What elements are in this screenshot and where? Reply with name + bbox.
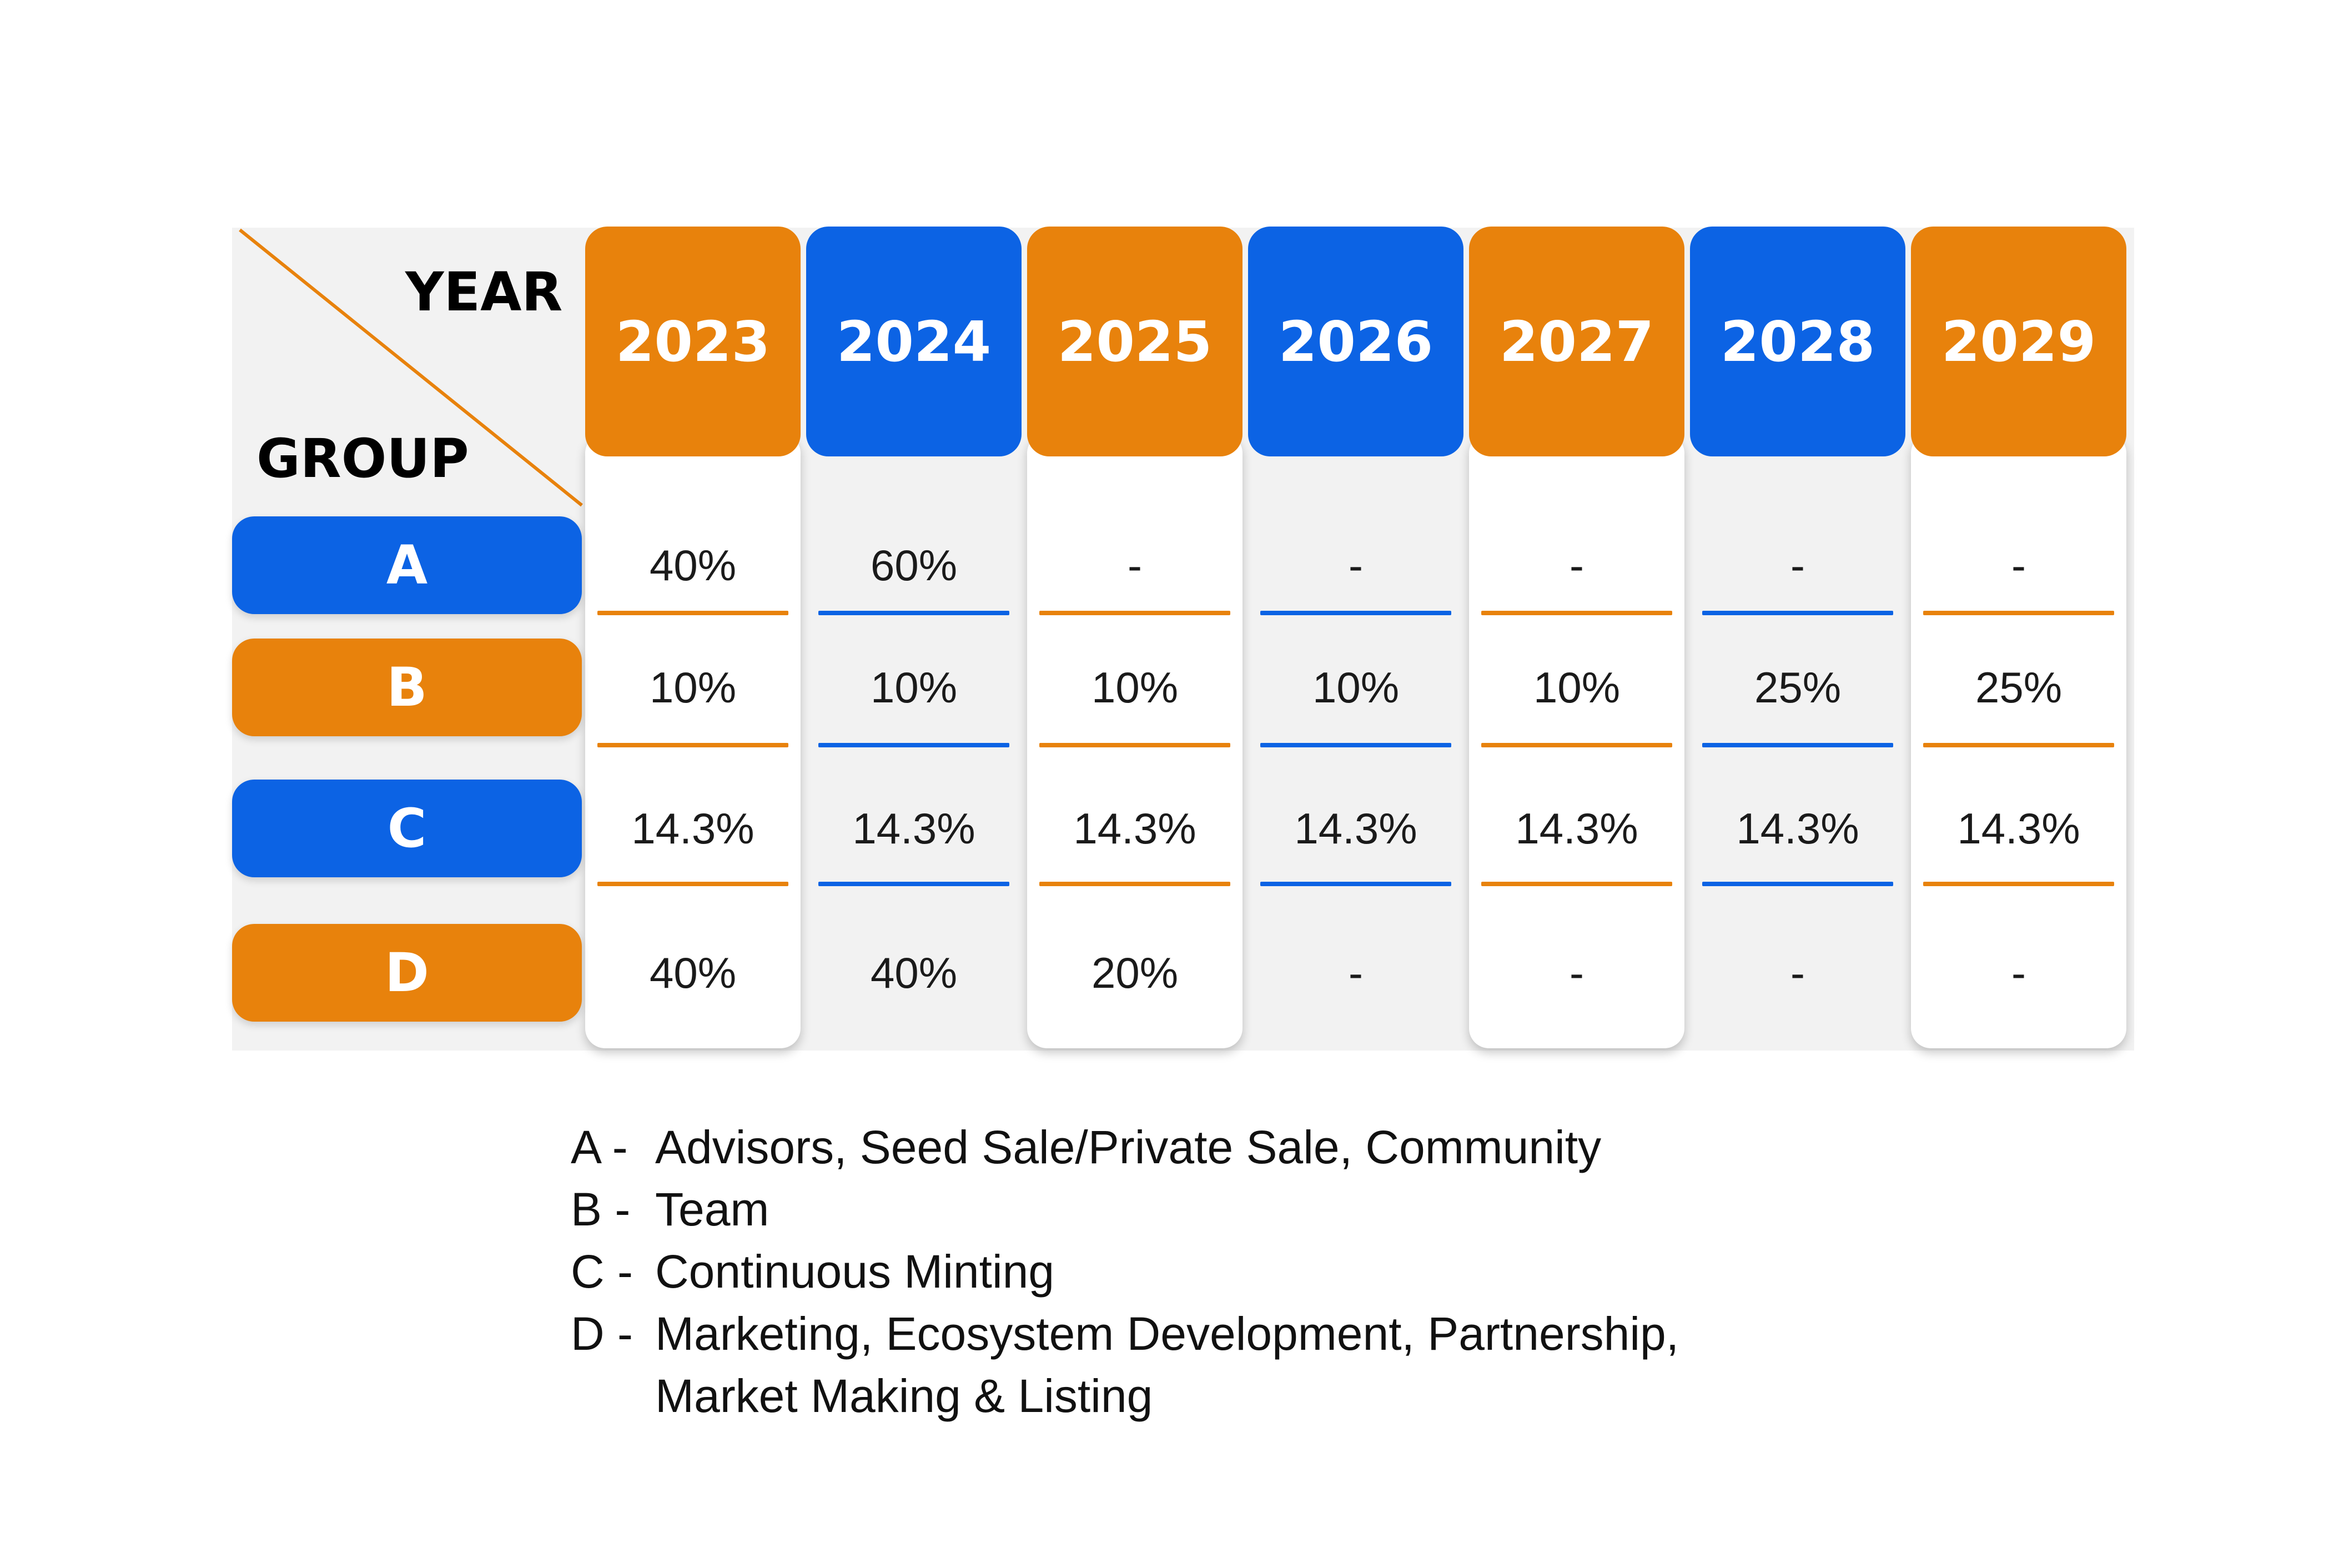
year-header-2023: 2023	[585, 227, 801, 456]
row-separator	[597, 882, 788, 886]
data-cell: 10%	[1091, 662, 1179, 712]
year-column-card	[1469, 433, 1684, 1048]
row-separator	[1481, 882, 1672, 886]
row-separator	[1481, 743, 1672, 747]
legend-row: B - Team	[571, 1178, 1679, 1240]
year-column-card	[1911, 433, 2126, 1048]
data-cell: 40%	[649, 540, 737, 590]
row-separator	[1039, 882, 1230, 886]
group-label-c: C	[232, 780, 582, 877]
data-cell: -	[2011, 948, 2026, 997]
data-cell: 25%	[1754, 662, 1842, 712]
data-cell: 10%	[649, 662, 737, 712]
legend-row: D - Marketing, Ecosystem Development, Par…	[571, 1303, 1679, 1365]
legend-row: A - Advisors, Seed Sale/Private Sale, Com…	[571, 1116, 1679, 1178]
data-cell: -	[1570, 540, 1584, 590]
year-header-2029: 2029	[1911, 227, 2126, 456]
legend-text: Market Making & Listing	[655, 1370, 1153, 1422]
legend-text: Advisors, Seed Sale/Private Sale, Commun…	[655, 1121, 1602, 1173]
row-separator	[1039, 743, 1230, 747]
row-separator	[1481, 611, 1672, 615]
group-label-a: A	[232, 516, 582, 614]
data-cell: -	[2011, 540, 2026, 590]
data-cell: -	[1128, 540, 1142, 590]
row-separator	[818, 882, 1009, 886]
data-cell: 14.3%	[1294, 803, 1417, 853]
year-column-card	[585, 433, 801, 1048]
data-cell: 14.3%	[1736, 803, 1859, 853]
data-cell: 20%	[1091, 948, 1179, 997]
legend-row: Market Making & Listing	[571, 1365, 1679, 1427]
legend-letter: C -	[571, 1245, 633, 1298]
year-header-2024: 2024	[806, 227, 1022, 456]
row-separator	[818, 743, 1009, 747]
corner-diagonal-line	[239, 228, 583, 507]
data-cell: 14.3%	[852, 803, 975, 853]
data-cell: -	[1790, 540, 1805, 590]
year-header-2025: 2025	[1027, 227, 1243, 456]
data-cell: 40%	[870, 948, 958, 997]
legend-text: Continuous Minting	[655, 1245, 1055, 1298]
year-header-2028: 2028	[1690, 227, 1905, 456]
row-separator	[1702, 611, 1893, 615]
data-cell: 14.3%	[631, 803, 754, 853]
data-cell: 60%	[870, 540, 958, 590]
row-separator	[1923, 882, 2114, 886]
row-separator	[1260, 882, 1451, 886]
row-separator	[597, 743, 788, 747]
legend-row: C - Continuous Minting	[571, 1240, 1679, 1303]
year-column-card	[1027, 433, 1243, 1048]
row-separator	[1260, 743, 1451, 747]
data-cell: 14.3%	[1073, 803, 1196, 853]
data-cell: -	[1570, 948, 1584, 997]
data-cell: 10%	[870, 662, 958, 712]
legend-letter: B -	[571, 1183, 631, 1235]
data-cell: 14.3%	[1957, 803, 2080, 853]
data-cell: -	[1349, 948, 1363, 997]
legend-text: Team	[655, 1183, 769, 1235]
data-cell: 14.3%	[1515, 803, 1638, 853]
group-label-d: D	[232, 924, 582, 1022]
row-separator	[597, 611, 788, 615]
row-separator	[1923, 611, 2114, 615]
year-header-2026: 2026	[1248, 227, 1463, 456]
row-separator	[1702, 882, 1893, 886]
year-axis-label: YEAR	[405, 261, 563, 323]
legend-text: Marketing, Ecosystem Development, Partne…	[655, 1308, 1679, 1360]
row-separator	[1702, 743, 1893, 747]
legend-letter: A -	[571, 1121, 628, 1173]
data-cell: -	[1790, 948, 1805, 997]
legend-letter: D -	[571, 1308, 633, 1360]
data-cell: 25%	[1975, 662, 2063, 712]
row-separator	[1260, 611, 1451, 615]
data-cell: 10%	[1312, 662, 1400, 712]
row-separator	[1923, 743, 2114, 747]
data-cell: 40%	[649, 948, 737, 997]
group-axis-label: GROUP	[256, 428, 469, 490]
data-cell: -	[1349, 540, 1363, 590]
data-cell: 10%	[1533, 662, 1621, 712]
row-separator	[818, 611, 1009, 615]
group-label-b: B	[232, 639, 582, 736]
row-separator	[1039, 611, 1230, 615]
year-header-2027: 2027	[1469, 227, 1684, 456]
legend: A - Advisors, Seed Sale/Private Sale, Com…	[571, 1116, 1679, 1427]
